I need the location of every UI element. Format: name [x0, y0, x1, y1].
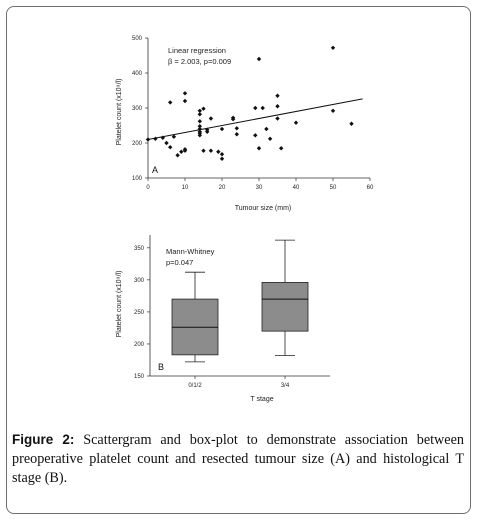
data-point [201, 106, 206, 111]
data-point [182, 98, 188, 104]
data-point [197, 119, 202, 124]
a-annotation-line2: β = 2.003, p=0.009 [168, 57, 231, 66]
data-point [264, 126, 269, 132]
b-x-tick-label: 3/4 [281, 383, 290, 389]
a-x-tick-label: 50 [330, 185, 337, 191]
b-y-label: Platelet count (x10⁹/l) [116, 271, 123, 338]
a-y-label: Platelet count (x10⁹/l) [116, 79, 123, 146]
a-y-tick-label: 100 [132, 176, 143, 182]
figure-caption: Figure 2: Scattergram and box-plot to de… [12, 430, 464, 488]
data-point [197, 133, 202, 138]
b-annotation-line1: Mann-Whitney [166, 247, 215, 256]
data-point [330, 45, 336, 50]
panel-label-b: B [158, 362, 164, 372]
figure-canvas: 0 10 20 30 40 50 60 100 200 300 400 500 Linear regr… [116, 36, 374, 403]
data-point [330, 108, 336, 113]
data-point [197, 124, 202, 129]
box-plot-b: 150 200 250 300 350 0/1/2 3/4 Mann-Whitney p=0… [116, 235, 330, 403]
panel-label-a: A [152, 165, 158, 175]
a-y-tick-label: 300 [132, 106, 143, 112]
data-point [179, 149, 184, 154]
data-point [234, 126, 239, 131]
data-point [216, 149, 221, 154]
b-y-tick-label: 200 [134, 342, 145, 348]
b-x-tick-label: 0/1/2 [188, 383, 202, 389]
a-x-tick-label: 20 [219, 185, 226, 191]
data-point [205, 129, 210, 134]
data-point [182, 91, 188, 96]
a-x-tick-label: 40 [293, 185, 300, 191]
data-point [253, 105, 258, 111]
data-point [164, 140, 169, 146]
data-point [234, 132, 239, 137]
data-point [208, 116, 214, 121]
a-x-tick-label: 10 [182, 185, 189, 191]
a-y-tick-label: 200 [132, 141, 143, 147]
b-y-tick-label: 350 [134, 246, 145, 252]
figure-frame [6, 6, 471, 514]
a-x-label: Tumour size (mm) [235, 205, 292, 212]
a-x-tick-label: 60 [367, 185, 374, 191]
data-point [267, 136, 273, 141]
data-point [279, 146, 284, 151]
data-point [168, 100, 173, 105]
b-x-label: T stage [250, 396, 273, 403]
data-point [219, 126, 225, 132]
caption-label: Figure 2: [12, 432, 75, 447]
data-point [293, 120, 299, 125]
caption-text: Scattergram and box-plot to demonstrate … [12, 432, 464, 486]
a-annotation-line1: Linear regression [168, 46, 226, 55]
data-point [275, 116, 280, 121]
scatter-plot-a: 0 10 20 30 40 50 60 100 200 300 400 500 Linear regr… [116, 36, 374, 212]
data-point [175, 153, 180, 158]
data-point [182, 148, 188, 153]
b-y-tick-label: 150 [134, 374, 145, 380]
data-point [171, 134, 177, 139]
b-y-tick-label: 300 [134, 278, 145, 284]
b-annotation-line2: p=0.047 [166, 258, 193, 267]
box [261, 282, 309, 332]
a-y-tick-label: 400 [132, 71, 143, 77]
data-point [256, 146, 262, 151]
a-y-tick-label: 500 [132, 36, 143, 42]
data-point [201, 148, 206, 153]
data-point [208, 148, 214, 153]
data-point [197, 108, 202, 113]
data-point [168, 145, 173, 150]
data-point [256, 56, 262, 62]
regression-line [147, 98, 363, 140]
b-y-tick-label: 250 [134, 310, 145, 316]
data-point [275, 93, 280, 98]
data-point [349, 121, 354, 126]
data-point [275, 104, 280, 109]
data-point [197, 112, 202, 117]
data-point [260, 105, 265, 111]
data-point [219, 152, 225, 157]
a-x-tick-label: 0 [146, 185, 150, 191]
a-x-tick-label: 30 [256, 185, 263, 191]
data-point [253, 133, 258, 138]
data-point [219, 156, 225, 161]
data-point [230, 117, 236, 122]
